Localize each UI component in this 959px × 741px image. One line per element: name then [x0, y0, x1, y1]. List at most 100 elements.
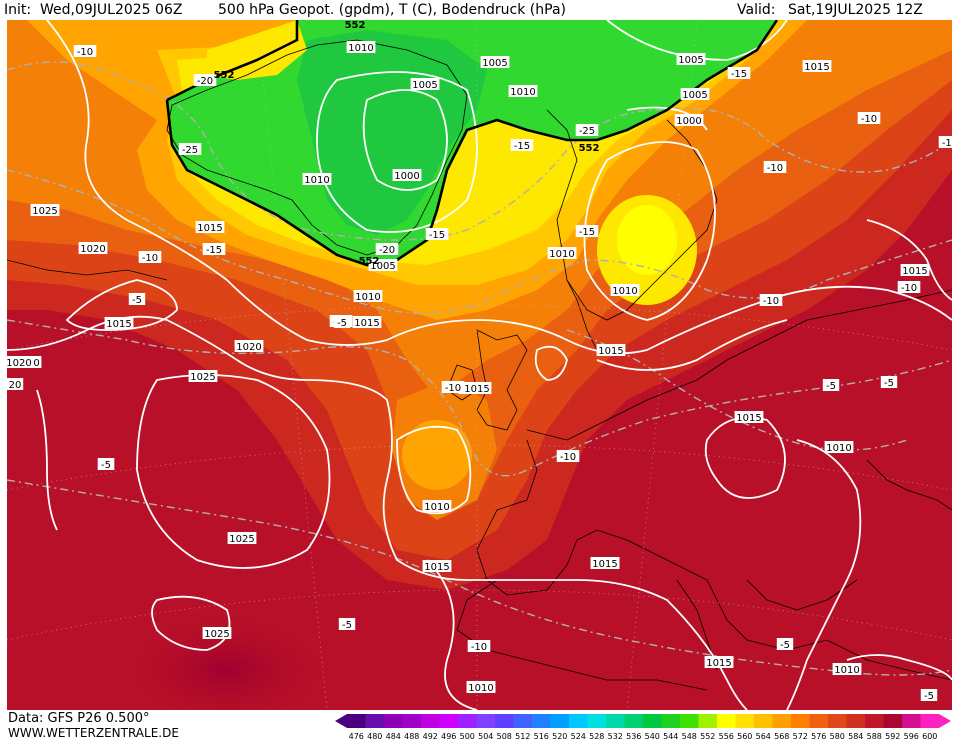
- svg-text:1000: 1000: [676, 116, 701, 127]
- isotherm-label: -25: [575, 124, 599, 137]
- geopotential-label: 552: [359, 256, 380, 267]
- svg-text:20: 20: [9, 380, 22, 391]
- isobar-label: 1010: [422, 500, 452, 513]
- legend-swatch: [587, 714, 606, 728]
- isobar-label: 1015: [704, 656, 734, 669]
- legend-tick-label: 556: [719, 732, 734, 741]
- init-label: Init:: [4, 2, 32, 18]
- isotherm-label: -10: [467, 640, 491, 653]
- svg-text:-5: -5: [101, 460, 111, 471]
- isobar-label: 1020: [78, 242, 108, 255]
- svg-text:1015: 1015: [804, 62, 829, 73]
- legend-swatch: [439, 714, 458, 728]
- legend-swatch: [550, 714, 569, 728]
- isotherm-label: -10: [441, 381, 465, 394]
- svg-text:1010: 1010: [549, 249, 574, 260]
- legend-arrow-right: [939, 714, 951, 728]
- svg-text:1025: 1025: [204, 629, 229, 640]
- legend-swatch: [809, 714, 828, 728]
- isotherm-label: -10: [759, 294, 783, 307]
- isotherm-label: -5: [776, 638, 794, 651]
- isotherm-label: -15: [202, 243, 226, 256]
- svg-text:1015: 1015: [902, 266, 927, 277]
- isobar-label: 1010: [346, 41, 376, 54]
- legend-tick-label: 476: [349, 732, 364, 741]
- color-legend: 476 480 484 488 492 496 500 504 508 512 516 520 524 5…: [335, 714, 951, 741]
- svg-text:1015: 1015: [736, 413, 761, 424]
- legend-tick-label: 544: [663, 732, 678, 741]
- header-bar: Init: Wed,09JUL2025 06Z 500 hPa Geopot. …: [0, 0, 959, 20]
- isotherm-label: -10: [138, 251, 162, 264]
- legend-swatch: [883, 714, 902, 728]
- legend-tick-label: 596: [904, 732, 919, 741]
- geopotential-552-line: [165, 20, 779, 267]
- legend-tick-label: 492: [423, 732, 438, 741]
- isobars: [7, 20, 952, 710]
- legend-swatch: [569, 714, 588, 728]
- map-title: 500 hPa Geopot. (gpdm), T (C), Bodendruc…: [218, 2, 566, 18]
- isobar-label-edge: 1020: [7, 356, 34, 369]
- isobar-label: 1010: [302, 173, 332, 186]
- isobar-label: 1025: [227, 532, 257, 545]
- svg-text:-5: -5: [132, 295, 142, 306]
- svg-text:1025: 1025: [190, 372, 215, 383]
- isotherm-label: -5: [880, 376, 898, 389]
- legend-tick-label: 560: [737, 732, 752, 741]
- legend-swatch: [920, 714, 939, 728]
- isobar-label: 1015: [104, 317, 134, 330]
- svg-text:-10: -10: [763, 296, 779, 307]
- svg-text:-15: -15: [429, 230, 445, 241]
- svg-text:-10: -10: [901, 283, 917, 294]
- isotherm-label: -10: [556, 450, 580, 463]
- legend-tick-label: 512: [515, 732, 530, 741]
- isobar-label: 1010: [508, 85, 538, 98]
- legend-swatch: [680, 714, 699, 728]
- isotherm-label: -10: [73, 45, 97, 58]
- isotherm-label: -10: [897, 281, 921, 294]
- isotherm-label: -20: [375, 243, 399, 256]
- legend-swatch: [384, 714, 403, 728]
- valid-value: Sat,19JUL2025 12Z: [788, 2, 923, 18]
- isobar-label: 1005: [368, 259, 398, 272]
- legend-swatch: [661, 714, 680, 728]
- legend-tick-label: 516: [534, 732, 549, 741]
- legend-tick-label: 600: [922, 732, 937, 741]
- shade-560-scandinavia: [617, 205, 677, 275]
- isotherm-label: -20: [193, 74, 217, 87]
- svg-text:1010: 1010: [826, 443, 851, 454]
- legend-tick-label: 568: [774, 732, 789, 741]
- isobar-label: 1015: [596, 344, 626, 357]
- legend-tick-label: 576: [811, 732, 826, 741]
- isotherm-label: -10: [857, 112, 881, 125]
- isobar-label: 1015: [352, 316, 382, 329]
- svg-text:1015: 1015: [592, 559, 617, 570]
- legend-tick-label: 480: [367, 732, 382, 741]
- svg-text:-15: -15: [579, 227, 595, 238]
- isotherm-label: -10: [938, 136, 952, 149]
- svg-text:1005: 1005: [412, 80, 437, 91]
- svg-text:-10: -10: [560, 452, 576, 463]
- footer-bar: Data: GFS P26 0.500° WWW.WETTERZENTRALE.…: [0, 710, 959, 741]
- isotherm-label: -5: [333, 316, 351, 329]
- legend-tick-label: 504: [478, 732, 493, 741]
- svg-text:-15: -15: [731, 69, 747, 80]
- svg-text:-15: -15: [514, 141, 530, 152]
- isotherm-label: -15: [575, 225, 599, 238]
- legend-swatch: [532, 714, 551, 728]
- svg-text:1015: 1015: [598, 346, 623, 357]
- svg-text:-5: -5: [924, 691, 934, 702]
- isobar-label: 1025: [202, 627, 232, 640]
- isobar-label: 1000: [674, 114, 704, 127]
- isobar-label: 1015: [900, 264, 930, 277]
- svg-text:1010: 1010: [468, 683, 493, 694]
- isotherm-label: -15: [510, 139, 534, 152]
- isobar-label: 1005: [480, 56, 510, 69]
- isobar-label: 1005: [680, 88, 710, 101]
- geopotential-label: 552: [345, 20, 366, 31]
- isotherm-label: -10: [763, 161, 787, 174]
- svg-text:1010: 1010: [612, 286, 637, 297]
- shade-592: [117, 610, 337, 710]
- svg-text:-5: -5: [337, 318, 347, 329]
- svg-text:-10: -10: [445, 383, 461, 394]
- legend-swatch: [513, 714, 532, 728]
